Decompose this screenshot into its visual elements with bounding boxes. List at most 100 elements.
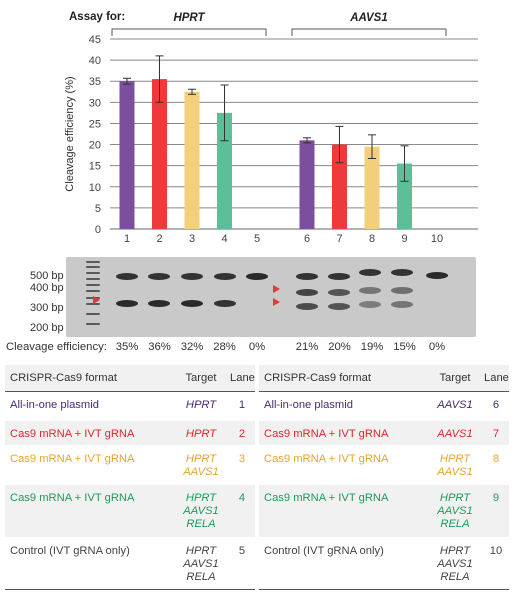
- format-cell: Control (IVT gRNA only): [264, 545, 384, 557]
- y-tick-label: 45: [89, 34, 101, 46]
- gel-band: [148, 273, 170, 280]
- target-name: AAVS1: [437, 399, 473, 411]
- efficiency-value: 19%: [360, 341, 384, 353]
- y-axis-title: Cleavage efficiency (%): [64, 76, 76, 191]
- table-bottom-rule: [5, 589, 255, 590]
- x-tick-label: 2: [156, 233, 162, 245]
- efficiency-value: 0%: [428, 341, 446, 353]
- x-tick-label: 7: [336, 233, 342, 245]
- efficiency-value: 21%: [295, 341, 319, 353]
- lane-cell: 7: [492, 428, 500, 440]
- gel-band: [181, 273, 203, 280]
- lane-cell: 10: [489, 545, 503, 557]
- gel-band: [328, 303, 350, 310]
- ladder-band: [86, 313, 100, 315]
- target-name: HPRT: [439, 453, 471, 465]
- x-tick-label: 5: [254, 233, 260, 245]
- target-cell: HPRT AAVS1 RELA: [173, 492, 229, 531]
- gel-band: [426, 272, 448, 279]
- format-cell: All-in-one plasmid: [10, 399, 99, 411]
- lane-cell: 4: [238, 492, 246, 504]
- target-cell: AAVS1: [427, 399, 483, 412]
- table-row: Cas9 mRNA + IVT gRNA HPRT 2: [5, 421, 255, 446]
- table-row: All-in-one plasmid AAVS1 6: [259, 392, 509, 421]
- gel-band: [246, 273, 268, 280]
- table-row: Cas9 mRNA + IVT gRNA HPRT AAVS1 3: [5, 446, 255, 485]
- x-tick-label: 10: [431, 233, 443, 245]
- format-cell: All-in-one plasmid: [264, 399, 353, 411]
- y-tick-label: 35: [89, 76, 101, 88]
- bar-lane-6: [299, 140, 315, 229]
- table-header: CRISPR-Cas9 format Target Lane: [5, 365, 255, 392]
- bar-lane-4: [217, 112, 232, 229]
- target-name: HPRT: [439, 492, 471, 504]
- bp-label: 400 bp: [30, 282, 64, 294]
- cleavage-arrow-icon: [273, 285, 280, 293]
- target-name: RELA: [186, 518, 216, 530]
- lane-cell: 5: [238, 545, 246, 557]
- bp-label: 300 bp: [30, 302, 64, 314]
- x-tick-label: 8: [369, 233, 375, 245]
- assay-group-label: HPRT: [173, 12, 205, 24]
- efficiency-value: 36%: [148, 341, 171, 353]
- y-tick-label: 25: [89, 118, 101, 130]
- ladder-band: [86, 323, 100, 325]
- x-tick-label: 9: [401, 233, 407, 245]
- target-cell: HPRT AAVS1 RELA: [427, 545, 483, 584]
- target-cell: HPRT: [173, 399, 229, 412]
- bar-lane-7: [332, 144, 347, 229]
- gel-band: [296, 303, 318, 310]
- bar-lane-3: [184, 91, 200, 230]
- target-name: AAVS1: [437, 558, 473, 570]
- target-name: AAVS1: [437, 466, 473, 478]
- y-tick-label: 0: [95, 224, 101, 236]
- ladder-band: [86, 278, 100, 280]
- gel-image: [66, 257, 476, 337]
- y-tick-label: 15: [89, 161, 101, 173]
- ladder-band: [86, 303, 100, 305]
- gel-band: [328, 273, 350, 280]
- lane-cell: 2: [238, 428, 246, 440]
- y-tick-label: 20: [89, 140, 101, 152]
- target-name: AAVS1: [183, 505, 219, 517]
- table-row: Cas9 mRNA + IVT gRNA HPRT AAVS1 RELA 9: [259, 485, 509, 538]
- target-cell: AAVS1: [427, 428, 483, 441]
- lane-cell: 6: [492, 399, 500, 411]
- target-name: AAVS1: [437, 505, 473, 517]
- x-tick-label: 3: [189, 233, 195, 245]
- header-target: Target: [439, 372, 471, 384]
- gel-band: [214, 300, 236, 307]
- x-tick-label: 6: [304, 233, 310, 245]
- table-row: Cas9 mRNA + IVT gRNA HPRT AAVS1 RELA 4: [5, 485, 255, 538]
- cleavage-arrow-icon: [273, 298, 280, 306]
- ladder-band: [86, 284, 100, 286]
- y-tick-label: 40: [89, 55, 101, 67]
- table-bottom-rule: [259, 589, 509, 590]
- lane-cell: 1: [238, 399, 246, 411]
- gel-band: [359, 287, 381, 294]
- target-name: HPRT: [185, 545, 217, 557]
- target-cell: HPRT AAVS1 RELA: [173, 545, 229, 584]
- gel-band: [328, 289, 350, 296]
- cleavage-efficiency-label: Cleavage efficiency:: [6, 341, 107, 353]
- efficiency-value: 28%: [213, 341, 236, 353]
- target-name: HPRT: [185, 399, 217, 411]
- format-cell: Cas9 mRNA + IVT gRNA: [10, 492, 135, 504]
- lane-cell: 9: [492, 492, 500, 504]
- assay-for-label: Assay for:: [69, 11, 125, 23]
- cleavage-arrow-icon: [93, 296, 100, 304]
- target-cell: HPRT AAVS1 RELA: [427, 492, 483, 531]
- target-name: HPRT: [439, 545, 471, 557]
- table-left: CRISPR-Cas9 format Target Lane All-in-one p…: [5, 365, 255, 590]
- target-name: RELA: [186, 571, 216, 583]
- efficiency-value: 0%: [248, 341, 266, 353]
- bar-lane-9: [397, 163, 412, 229]
- table-row: Control (IVT gRNA only) HPRT AAVS1 RELA 5: [5, 538, 255, 589]
- format-cell: Control (IVT gRNA only): [10, 545, 130, 557]
- bar-lane-2: [152, 79, 167, 229]
- assay-bracket: [291, 28, 447, 36]
- bp-label: 500 bp: [30, 270, 64, 282]
- target-name: HPRT: [185, 453, 217, 465]
- bar-lane-8: [364, 146, 380, 229]
